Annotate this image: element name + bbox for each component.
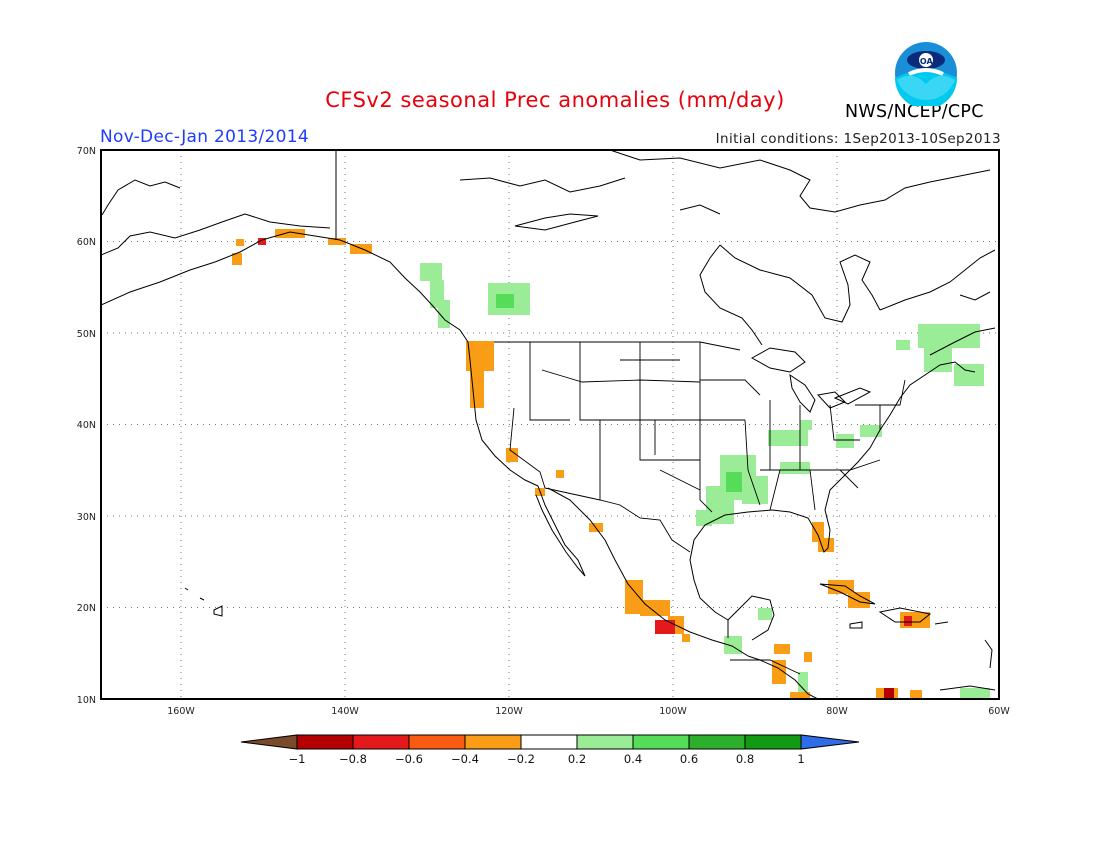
colorbar-swatch [688, 734, 746, 750]
colorbar-label: 0.8 [736, 752, 754, 766]
forecast-period: Nov-Dec-Jan 2013/2014 [100, 127, 309, 147]
colorbar-arrow-high [800, 734, 860, 750]
political-borders [494, 341, 906, 675]
colorbar-swatch [352, 734, 410, 750]
agency-label: NWS/NCEP/CPC [845, 102, 984, 122]
map-frame [100, 149, 1000, 700]
colorbar-swatch [464, 734, 522, 750]
colorbar-label: −0.2 [507, 752, 535, 766]
colorbar-swatch [744, 734, 802, 750]
lon-tick-label: 80W [826, 706, 848, 717]
lat-tick-label: 60N [77, 237, 96, 248]
lat-tick-label: 50N [77, 329, 96, 340]
lat-tick-label: 30N [77, 512, 96, 523]
colorbar-label: −0.4 [451, 752, 479, 766]
map-gridlines [101, 150, 999, 699]
colorbar-swatch [520, 734, 578, 750]
lat-tick-label: 10N [77, 695, 96, 706]
initial-conditions: Initial conditions: 1Sep2013-10Sep2013 [715, 131, 1001, 147]
colorbar-arrow-low [240, 734, 298, 750]
colorbar-label: −0.6 [395, 752, 423, 766]
colorbar-label: 0.4 [624, 752, 642, 766]
lon-tick-label: 160W [167, 706, 195, 717]
colorbar-label: 0.6 [680, 752, 698, 766]
colorbar-label: 1 [797, 752, 804, 766]
chart-title: CFSv2 seasonal Prec anomalies (mm/day) [325, 88, 785, 112]
lon-tick-label: 140W [331, 706, 359, 717]
colorbar-label: −1 [289, 752, 306, 766]
colorbar-label: 0.2 [568, 752, 586, 766]
lat-tick-label: 70N [77, 146, 96, 157]
lon-tick-label: 120W [495, 706, 523, 717]
colorbar: −1 −0.8 −0.6 −0.4 −0.2 0.2 0.4 0.6 0.8 1 [240, 734, 860, 766]
lat-tick-labels: 70N 60N 50N 40N 30N 20N 10N [77, 146, 96, 706]
colorbar-swatch [576, 734, 634, 750]
colorbar-swatch [296, 734, 354, 750]
coastlines [101, 150, 996, 699]
lat-tick-label: 20N [77, 603, 96, 614]
colorbar-swatch [632, 734, 690, 750]
lon-tick-label: 60W [988, 706, 1010, 717]
colorbar-swatch [408, 734, 466, 750]
lon-tick-labels: 160W 140W 120W 100W 80W 60W [167, 706, 1010, 717]
lon-tick-label: 100W [659, 706, 687, 717]
logo-text: NOAA [913, 57, 939, 66]
colorbar-label: −0.8 [339, 752, 367, 766]
noaa-logo: NOAA [894, 41, 958, 106]
anomaly-shading [232, 229, 990, 699]
lat-tick-label: 40N [77, 420, 96, 431]
